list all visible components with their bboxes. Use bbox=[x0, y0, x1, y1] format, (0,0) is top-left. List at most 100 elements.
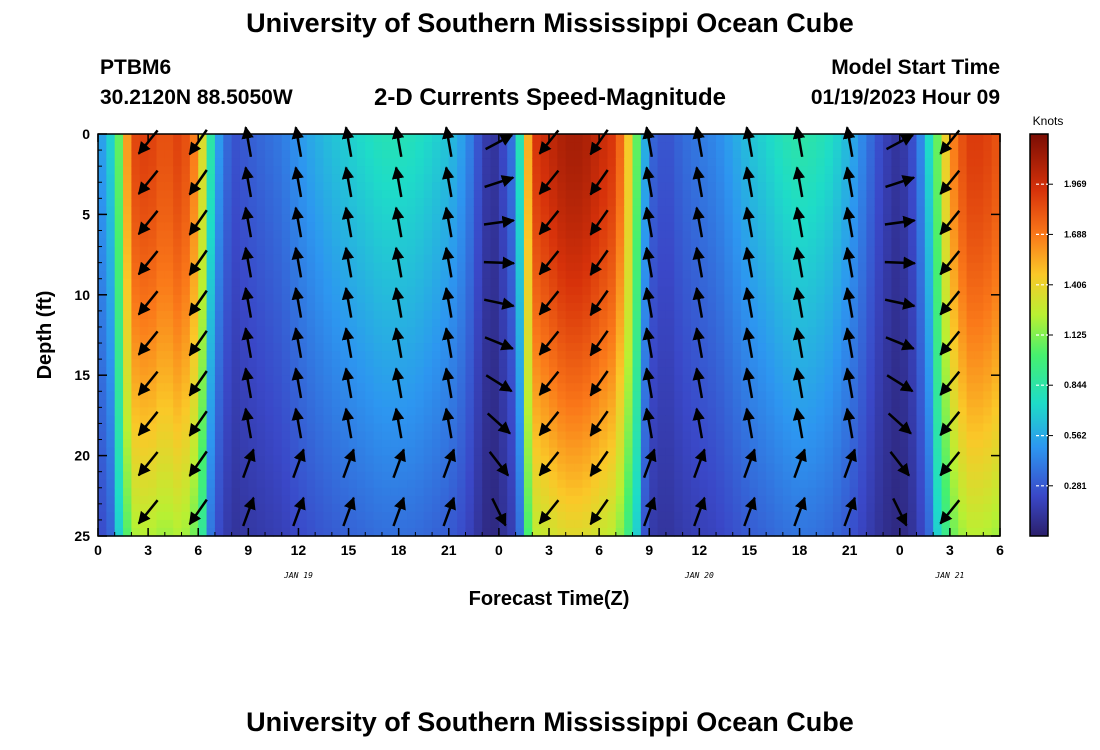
vector-arrow bbox=[692, 407, 705, 439]
date-label: JAN 20 bbox=[684, 571, 714, 580]
vector-arrow bbox=[792, 327, 806, 359]
vector-arrow bbox=[885, 336, 915, 351]
vector-arrow bbox=[939, 330, 961, 356]
vector-arrow bbox=[843, 496, 857, 527]
x-tick-label: 3 bbox=[144, 542, 152, 558]
vector-arrow bbox=[792, 407, 806, 439]
vector-arrow bbox=[137, 499, 159, 525]
vector-arrow bbox=[391, 286, 405, 318]
vector-arrow bbox=[391, 126, 405, 158]
x-tick-label: 15 bbox=[742, 542, 758, 558]
x-tick-label: 9 bbox=[645, 542, 653, 558]
vector-arrow bbox=[241, 367, 254, 399]
vector-arrow bbox=[692, 126, 705, 158]
vector-arrow bbox=[241, 327, 254, 359]
vector-arrow bbox=[642, 166, 655, 198]
vector-arrow bbox=[792, 286, 806, 318]
vector-arrow bbox=[241, 407, 254, 439]
vector-arrow bbox=[792, 367, 806, 399]
vector-arrow bbox=[441, 367, 455, 399]
vector-arrow bbox=[291, 166, 304, 198]
x-tick-label: 6 bbox=[595, 542, 603, 558]
vector-arrow bbox=[589, 289, 609, 317]
vector-arrow bbox=[742, 126, 755, 158]
vector-arrow bbox=[792, 246, 806, 278]
y-tick-label: 25 bbox=[74, 528, 90, 544]
x-tick-label: 6 bbox=[996, 542, 1004, 558]
vector-arrow bbox=[842, 166, 856, 198]
date-label: JAN 19 bbox=[283, 571, 313, 580]
vector-arrow bbox=[939, 210, 961, 236]
vector-arrow bbox=[589, 410, 609, 437]
vector-arrow bbox=[589, 498, 609, 526]
x-tick-label: 0 bbox=[495, 542, 503, 558]
x-tick-label: 21 bbox=[842, 542, 858, 558]
vector-arrow bbox=[341, 286, 355, 318]
vector-arrow bbox=[842, 246, 856, 278]
vector-arrow bbox=[391, 246, 405, 278]
vector-arrow bbox=[188, 498, 208, 526]
vector-arrow bbox=[842, 327, 856, 359]
vector-arrow bbox=[692, 367, 705, 399]
vector-arrow bbox=[342, 448, 356, 479]
chart-subtitle: 2-D Currents Speed-Magnitude bbox=[373, 84, 727, 111]
page-title: University of Southern Mississippi Ocean… bbox=[246, 8, 854, 38]
vector-arrow bbox=[642, 448, 657, 479]
vector-arrow bbox=[441, 407, 455, 439]
vector-arrow bbox=[692, 246, 705, 278]
x-tick-label: 9 bbox=[244, 542, 252, 558]
vector-arrow bbox=[137, 451, 159, 477]
vector-arrow bbox=[538, 169, 560, 195]
vector-arrow bbox=[291, 126, 304, 158]
vector-arrow bbox=[538, 330, 560, 356]
vector-arrow bbox=[241, 166, 254, 198]
vector-arrow bbox=[486, 412, 511, 435]
colorbar-tick-label: 0.844 bbox=[1064, 380, 1087, 390]
vector-arrow bbox=[188, 410, 208, 437]
current-speed-chart: 0 3 6 9 12 15 18 21 0 3 6 9 12 15 18 21 0 3 6 JAN 19 JAN 20 J… bbox=[34, 114, 1087, 610]
y-axis-label: Depth (ft) bbox=[34, 291, 56, 380]
x-tick-label: 18 bbox=[391, 542, 407, 558]
model-start-value: 01/19/2023 Hour 09 bbox=[810, 86, 1000, 109]
vector-arrow bbox=[743, 448, 757, 479]
vector-arrow bbox=[884, 297, 916, 310]
vector-arrow bbox=[488, 451, 510, 477]
colorbar-units: Knots bbox=[1033, 114, 1064, 128]
vector-arrow bbox=[341, 246, 355, 278]
vector-arrow bbox=[484, 175, 515, 189]
vector-arrow bbox=[693, 496, 707, 527]
vector-arrow bbox=[842, 367, 856, 399]
vector-arrow bbox=[793, 448, 807, 479]
vector-arrow bbox=[843, 448, 857, 479]
vector-arrow bbox=[137, 330, 159, 356]
vector-arrow bbox=[939, 290, 961, 316]
x-tick-label: 0 bbox=[896, 542, 904, 558]
vector-arrow bbox=[886, 374, 914, 393]
current-vectors bbox=[137, 126, 961, 527]
vector-arrow bbox=[742, 166, 755, 198]
vector-arrow bbox=[939, 250, 961, 276]
vector-arrow bbox=[884, 215, 916, 229]
colorbar-tick-label: 0.281 bbox=[1064, 481, 1087, 491]
vector-arrow bbox=[292, 496, 306, 527]
vector-arrow bbox=[137, 210, 159, 236]
model-start-label: Model Start Time bbox=[831, 56, 1000, 79]
x-tick-label: 18 bbox=[792, 542, 808, 558]
vector-arrow bbox=[341, 327, 355, 359]
vector-arrow bbox=[483, 256, 516, 270]
vector-arrow bbox=[842, 286, 856, 318]
vector-arrow bbox=[642, 407, 655, 439]
vector-arrow bbox=[441, 126, 455, 158]
colorbar-tick-label: 0.562 bbox=[1064, 431, 1087, 441]
vector-arrow bbox=[589, 370, 609, 397]
vector-arrow bbox=[589, 249, 609, 276]
vector-arrow bbox=[292, 448, 306, 479]
vector-arrow bbox=[188, 450, 208, 477]
date-label: JAN 21 bbox=[934, 571, 964, 580]
vector-arrow bbox=[792, 206, 806, 238]
vector-arrow bbox=[885, 175, 916, 189]
vector-arrow bbox=[392, 496, 406, 527]
vector-arrow bbox=[341, 407, 355, 439]
vector-arrow bbox=[188, 209, 208, 236]
x-tick-label: 12 bbox=[692, 542, 708, 558]
